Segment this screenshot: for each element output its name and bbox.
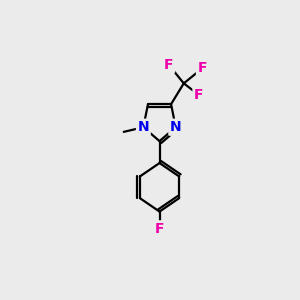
Text: N: N (137, 120, 149, 134)
Text: F: F (194, 88, 203, 102)
Text: N: N (170, 120, 182, 134)
Text: F: F (164, 58, 173, 72)
Text: F: F (155, 222, 164, 236)
Text: F: F (197, 61, 207, 75)
